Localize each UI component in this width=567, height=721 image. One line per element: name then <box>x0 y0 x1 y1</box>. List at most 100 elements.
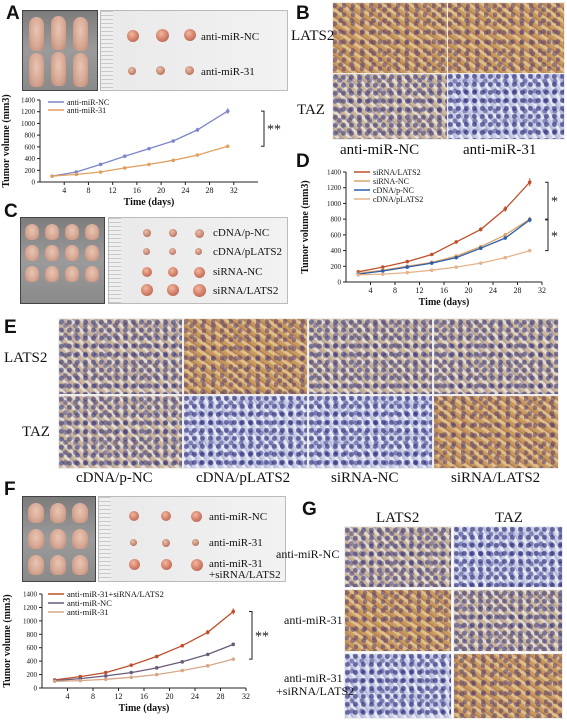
x-tick-label: 20 <box>166 692 174 701</box>
data-point <box>503 236 508 240</box>
x-tick-label: 20 <box>465 286 473 295</box>
data-point <box>429 268 434 273</box>
y-tick-label: 600 <box>331 231 342 239</box>
data-point <box>503 255 508 260</box>
row-label: +siRNA/LATS2 <box>276 684 355 698</box>
x-tick-label: 12 <box>416 286 424 295</box>
row-label: LATS2 <box>4 350 48 366</box>
significance-bracket <box>545 181 549 220</box>
tumor-photo-a: anti-miR-NC anti-miR-31 <box>100 10 288 91</box>
x-tick-label: 12 <box>109 186 117 195</box>
histology-image <box>183 395 308 469</box>
column-label: cDNA/p-NC <box>76 470 153 486</box>
column-label: cDNA/pLATS2 <box>196 470 291 486</box>
data-point <box>380 265 385 269</box>
data-point <box>180 643 185 648</box>
x-tick-label: 16 <box>440 286 448 295</box>
data-point <box>478 227 483 232</box>
series-line <box>358 218 531 275</box>
x-tick-label: 16 <box>140 692 148 701</box>
row-label: anti-miR-NC <box>276 547 340 561</box>
data-point <box>52 679 57 684</box>
y-tick-label: 800 <box>331 216 342 224</box>
x-tick-label: 8 <box>393 286 397 295</box>
row-label: TAZ <box>22 424 50 440</box>
data-point <box>503 233 508 237</box>
x-tick-label: 32 <box>538 286 546 295</box>
column-label: siRNA/LATS2 <box>451 470 541 486</box>
significance-mark: * <box>551 195 558 210</box>
y-tick-label: 1000 <box>327 200 342 208</box>
data-point <box>129 670 134 675</box>
legend-label: anti-miR-NC <box>67 598 112 608</box>
column-label: LATS2 <box>376 510 420 526</box>
data-point <box>171 139 176 143</box>
column-label: TAZ <box>495 510 523 526</box>
panel-letter-d: D <box>296 151 310 172</box>
x-tick-label: 8 <box>91 692 95 701</box>
series-line <box>54 610 234 681</box>
y-tick-label: 600 <box>27 644 38 652</box>
histology-image <box>447 2 565 74</box>
data-point <box>122 166 127 170</box>
legend-label: anti-miR-NC <box>67 98 109 107</box>
data-point <box>380 272 385 276</box>
data-point <box>429 252 434 257</box>
series-line <box>358 219 531 275</box>
chart-a-tumor-volume: 0 200 400 600 800 1000 1200 1400 4 8 12 16 20 24 28 32 T… <box>1 94 281 208</box>
series-line <box>51 110 229 177</box>
data-point <box>98 170 103 174</box>
data-point <box>103 670 108 675</box>
histology-image <box>453 526 563 588</box>
histology-image <box>58 395 183 469</box>
panel-letter-c: C <box>4 201 18 222</box>
data-point <box>154 672 159 677</box>
histology-image <box>344 653 452 719</box>
data-point <box>405 259 410 264</box>
data-point <box>205 652 210 657</box>
x-tick-label: 16 <box>133 186 141 195</box>
photo-label: siRNA-NC <box>213 266 263 278</box>
photo-label: +siRNA/LATS2 <box>209 569 281 581</box>
y-tick-label: 800 <box>25 132 36 140</box>
data-point <box>225 144 230 149</box>
series-line <box>52 145 228 177</box>
panel-letter-e: E <box>4 317 17 338</box>
y-tick-label: 1000 <box>21 120 36 128</box>
data-point <box>147 146 151 151</box>
y-tick-label: 200 <box>331 263 342 271</box>
panel-letter-g: G <box>302 499 317 520</box>
photo-label: anti-miR-NC <box>209 511 268 523</box>
data-point <box>98 162 103 167</box>
data-point <box>478 246 483 251</box>
y-tick-label: 200 <box>27 671 38 679</box>
data-point <box>103 677 108 682</box>
data-point <box>50 174 54 178</box>
x-axis-label: Time (days) <box>124 197 175 208</box>
significance-bracket <box>249 610 253 660</box>
x-tick-label: 12 <box>115 692 123 701</box>
legend-label: siRNA/LATS2 <box>373 168 421 177</box>
histology-image <box>183 318 308 395</box>
significance-mark: ** <box>255 629 269 644</box>
y-tick-label: 200 <box>25 167 36 175</box>
y-tick-label: 1200 <box>21 108 36 116</box>
data-point <box>380 269 385 273</box>
x-tick-label: 8 <box>86 186 90 195</box>
mice-photo-c <box>20 217 105 304</box>
data-point <box>231 657 236 661</box>
series-line <box>54 643 234 682</box>
chart-d-tumor-volume: 0 200 400 600 800 1000 1200 1400 4 8 12 16 20 24 28 32 T… <box>300 168 558 308</box>
histology-image <box>433 318 559 395</box>
significance-mark: ** <box>267 123 281 138</box>
data-point <box>478 261 483 265</box>
photo-label: anti-miR-31 <box>201 66 255 78</box>
y-tick-label: 400 <box>331 247 342 255</box>
data-point <box>154 666 159 670</box>
data-point <box>103 674 108 678</box>
x-axis-label: Time (days) <box>119 703 170 714</box>
tumor-photo-f: anti-miR-NC anti-miR-31 anti-miR-31 +siR… <box>98 496 286 582</box>
y-tick-label: 1400 <box>21 97 36 105</box>
photo-label: siRNA/LATS2 <box>213 285 279 297</box>
data-point <box>195 128 200 132</box>
